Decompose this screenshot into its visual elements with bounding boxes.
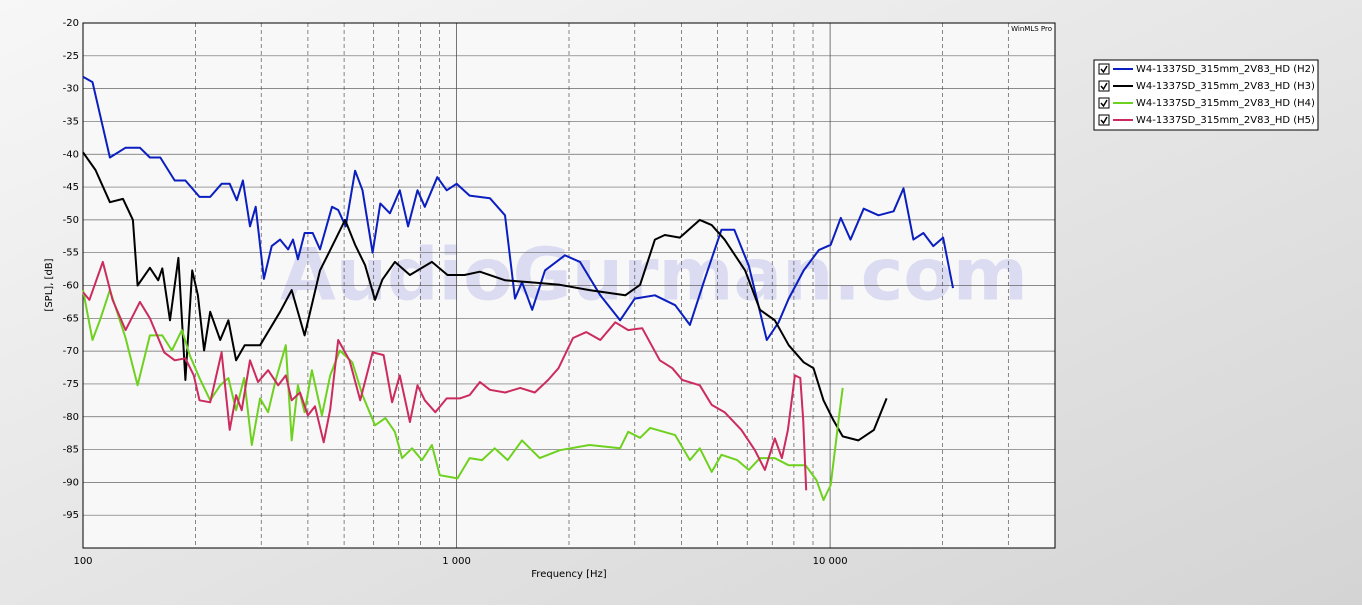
legend-label: W4-1337SD_315mm_2V83_HD (H2) <box>1136 64 1315 75</box>
legend-check <box>1100 116 1108 125</box>
y-tick-label: -30 <box>63 84 79 95</box>
legend-label: W4-1337SD_315mm_2V83_HD (H5) <box>1136 115 1315 126</box>
y-tick-label: -60 <box>63 281 79 292</box>
legend-box <box>1093 59 1319 131</box>
series-line <box>82 260 808 491</box>
watermark: AudioGurman.com <box>280 233 1028 317</box>
x-axis-label: Frequency [Hz] <box>531 569 607 580</box>
y-tick-label: -75 <box>63 379 79 390</box>
y-axis-label: [SPL], [dB] <box>44 258 55 311</box>
y-tick-label: -25 <box>63 51 79 62</box>
legend-checkbox <box>1098 80 1110 92</box>
y-tick-label: -85 <box>63 445 79 456</box>
legend-check <box>1100 99 1108 108</box>
y-tick-label: -70 <box>63 346 79 357</box>
legend-check <box>1100 82 1108 91</box>
legend-label: W4-1337SD_315mm_2V83_HD (H4) <box>1136 98 1315 109</box>
plot-border <box>82 22 1056 549</box>
software-label: WinMLS Pro <box>1011 25 1052 33</box>
y-tick-label: -40 <box>63 149 79 160</box>
y-tick-label: -65 <box>63 313 79 324</box>
legend-label: W4-1337SD_315mm_2V83_HD (H3) <box>1136 81 1315 92</box>
legend-checkbox <box>1098 97 1110 109</box>
y-tick-label: -20 <box>63 18 79 29</box>
legend-check <box>1100 65 1108 74</box>
x-tick-label: 1 000 <box>442 556 471 567</box>
y-tick-label: -50 <box>63 215 79 226</box>
series-line <box>82 289 844 502</box>
y-tick-label: -80 <box>63 412 79 423</box>
y-tick-label: -35 <box>63 116 79 127</box>
y-tick-label: -90 <box>63 477 79 488</box>
legend-checkbox <box>1098 63 1110 75</box>
y-tick-label: -55 <box>63 248 79 259</box>
y-tick-label: -95 <box>63 510 79 521</box>
y-tick-label: -45 <box>63 182 79 193</box>
series-line <box>82 151 888 442</box>
series-line <box>82 75 954 341</box>
x-tick-label: 10 000 <box>813 556 848 567</box>
legend-checkbox <box>1098 114 1110 126</box>
x-tick-label: 100 <box>73 556 92 567</box>
